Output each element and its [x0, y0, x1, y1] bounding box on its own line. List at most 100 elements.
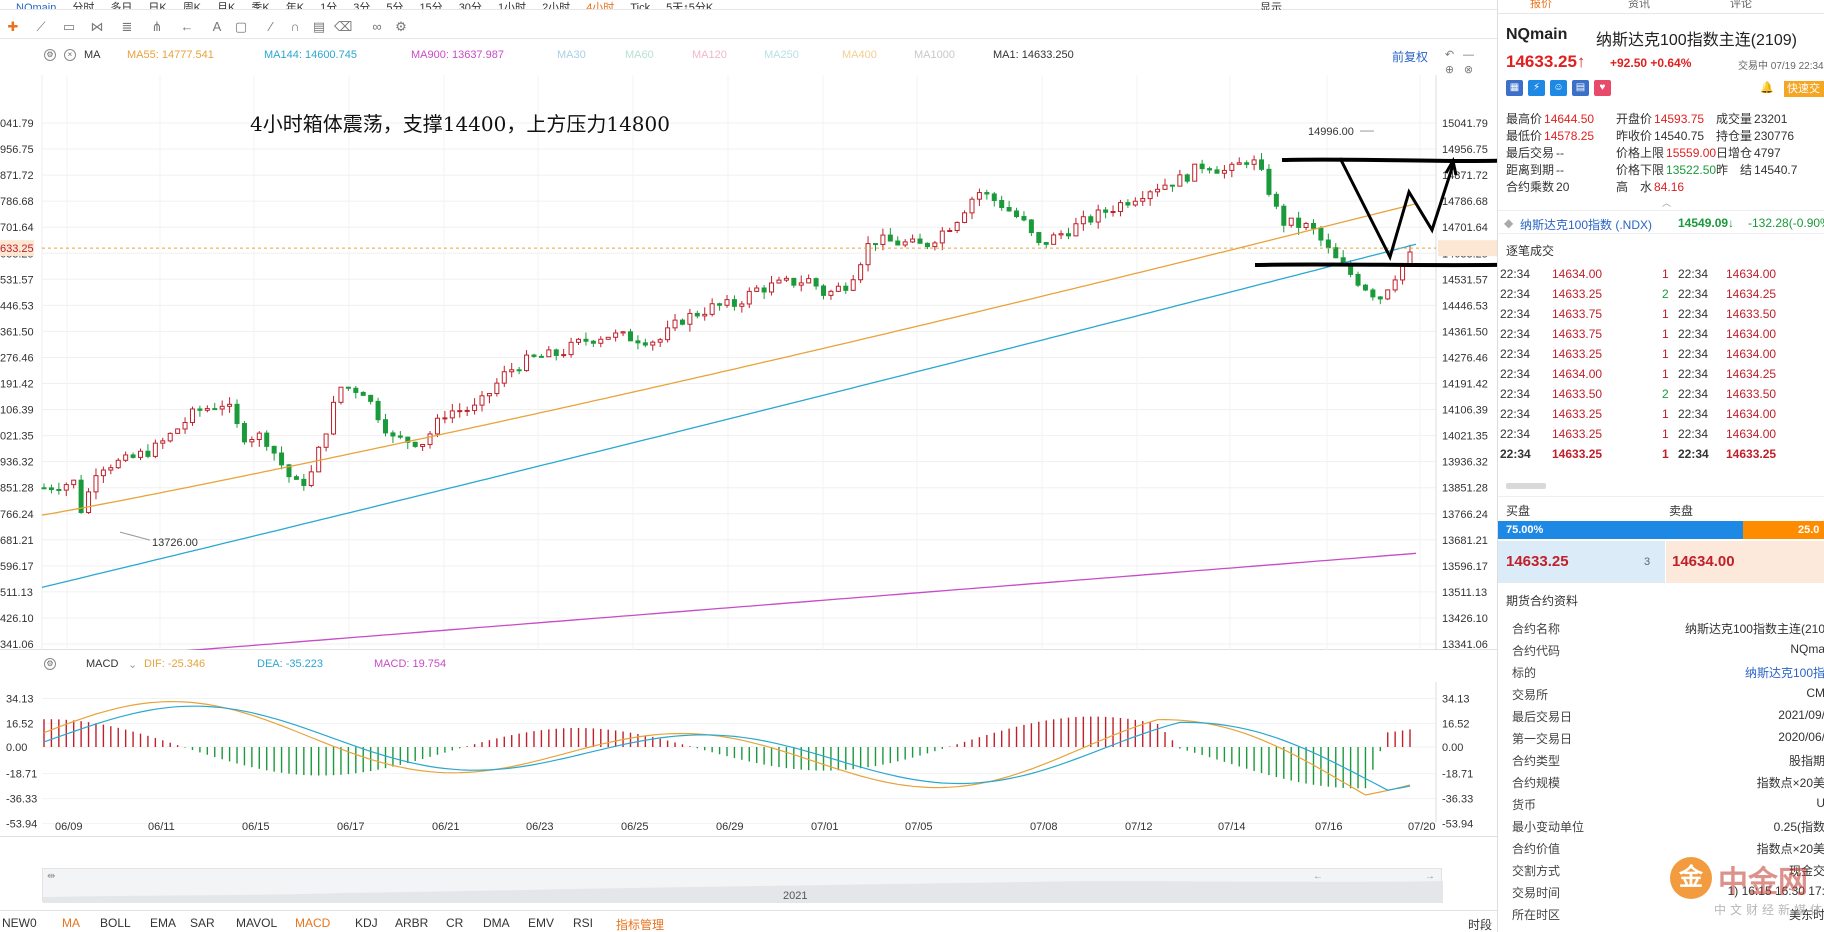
add-circle-icon[interactable]: ⊕ — [1444, 64, 1455, 76]
indicator-tab[interactable]: RSI — [573, 916, 594, 930]
indicator-tab[interactable]: ARBR — [395, 916, 429, 930]
indicator-tab[interactable]: NEW0 — [2, 916, 37, 930]
candle-body — [1140, 198, 1146, 202]
symbol-label[interactable]: NQmain — [16, 2, 57, 10]
contract-row: 合约类型 股指期 — [1498, 750, 1824, 770]
indicator-tab[interactable]: CR — [446, 916, 464, 930]
bid-qty: 3 — [1644, 556, 1651, 568]
tab-quote[interactable]: 报价 — [1530, 0, 1552, 10]
candle-body — [821, 285, 827, 296]
time-navigator[interactable]: ⇹ → ← 2021 — [42, 868, 1443, 903]
tab-news[interactable]: 资讯 — [1628, 0, 1650, 10]
undo-icon[interactable]: ↶ — [1444, 49, 1455, 61]
fib-tool-icon[interactable]: ⋈ — [90, 19, 104, 34]
settings-icon[interactable]: ⚙ — [44, 49, 56, 61]
brush-icon[interactable]: ∕ — [269, 19, 273, 34]
chevron-up-icon[interactable]: ︿ — [1662, 198, 1672, 208]
indicator-tab[interactable]: DMA — [483, 916, 510, 930]
indicator-tab[interactable]: MAVOL — [236, 916, 278, 930]
period-item[interactable]: 30分 — [458, 2, 482, 10]
period-item[interactable]: 4小时 — [586, 2, 615, 10]
comment-icon[interactable]: ▢ — [234, 19, 248, 34]
candle-body — [56, 489, 62, 492]
close-icon[interactable]: ⊗ — [1463, 64, 1474, 76]
display-menu[interactable]: 显示 — [1260, 2, 1282, 11]
candle-body — [86, 491, 92, 514]
candle-body — [1296, 217, 1302, 228]
period-item[interactable]: 1分 — [320, 2, 338, 10]
tab-comments[interactable]: 评论 — [1730, 0, 1752, 10]
macd-chart[interactable]: 34.13 34.13 16.52 16.52 0.00 0.00 -18.71 -18.71… — [0, 652, 1497, 837]
indicator-tab[interactable]: 指标管理 — [616, 918, 665, 932]
channel-tool-icon[interactable]: ≣ — [121, 19, 133, 34]
bid-box[interactable]: 14633.25 3 — [1498, 541, 1665, 583]
indicator-tab[interactable]: KDJ — [355, 916, 378, 930]
period-item[interactable]: 季K — [251, 2, 270, 10]
crosshair-icon[interactable]: ✚ — [7, 19, 19, 34]
period-item[interactable]: 1小时 — [497, 2, 527, 10]
indicator-tab[interactable]: MA — [62, 916, 80, 930]
ask-box[interactable]: 14634.00 — [1666, 541, 1824, 583]
eraser-icon[interactable]: ⌫ — [334, 19, 353, 34]
indicator-tab[interactable]: EMV — [528, 916, 555, 930]
period-item[interactable]: 年K — [285, 2, 305, 10]
contract-value[interactable]: 纳斯达克100指 — [1744, 666, 1824, 680]
candlestick-chart[interactable]: 041.79 15041.79 956.75 14956.75 871.72 14871.… — [0, 45, 1497, 650]
main-price-chart[interactable]: 041.79 15041.79 956.75 14956.75 871.72 14871.… — [0, 45, 1497, 650]
pitchfork-icon[interactable]: ⋔ — [151, 19, 163, 34]
indicator-tab[interactable]: SAR — [190, 916, 215, 930]
nav-handle-right-icon[interactable]: → — [1425, 871, 1435, 882]
tick-cell: 14633.25 — [1552, 347, 1603, 361]
bell-icon[interactable]: 🔔 — [1760, 82, 1774, 94]
nav-handle-left-icon[interactable]: ⇹ — [47, 871, 56, 882]
grid-icon[interactable]: ▦ — [1506, 80, 1523, 96]
document-icon[interactable]: ▤ — [1572, 80, 1589, 96]
period-item[interactable]: 周K — [182, 2, 202, 10]
index-line[interactable]: ◆ 纳斯达克100指数 (.NDX) 14549.09↓ -132.28(-0.… — [1498, 210, 1824, 234]
period-item[interactable]: 5天↑5分K — [666, 2, 714, 10]
period-item[interactable]: 月K — [217, 2, 236, 10]
period-item[interactable]: Tick — [630, 2, 651, 10]
period-item[interactable]: 2小时 — [542, 2, 571, 10]
macd-plot[interactable]: 34.13 34.13 16.52 16.52 0.00 0.00 -18.71 -18.71… — [0, 652, 1497, 837]
period-item[interactable]: 多日 — [110, 2, 133, 10]
flash-icon[interactable]: ⚡ — [1528, 80, 1545, 96]
stat-key: 高 水 — [1616, 180, 1653, 194]
nav-scroll-left-icon[interactable]: ← — [1313, 871, 1323, 882]
stat-value: 14540.7 — [1754, 163, 1798, 177]
x-date-label: 07/08 — [1030, 821, 1058, 833]
text-tool-icon[interactable]: A — [212, 19, 222, 34]
period-item[interactable]: 分时 — [72, 2, 95, 10]
arrow-tool-icon[interactable]: ← — [180, 19, 194, 34]
indicator-tab[interactable]: BOLL — [100, 916, 131, 930]
close-circle-icon[interactable]: × — [64, 49, 76, 61]
user-icon[interactable]: ☺ — [1550, 80, 1567, 96]
period-item[interactable]: 3分 — [353, 2, 371, 10]
candle-body — [486, 393, 492, 397]
stat-item: 成交量 23201 — [1716, 110, 1787, 127]
tick-scrollbar[interactable] — [1506, 483, 1546, 489]
minimize-icon[interactable]: — — [1463, 49, 1474, 61]
fast-trade-button[interactable]: 快速交 — [1784, 81, 1824, 97]
macd-settings-icon[interactable]: ⚙ — [44, 658, 56, 670]
candle-body — [902, 241, 908, 246]
y-tick-label-right: 14871.72 — [1442, 170, 1488, 182]
eye-icon[interactable]: ∞ — [372, 19, 382, 34]
index-name[interactable]: 纳斯达克100指数 (.NDX) — [1520, 218, 1653, 232]
stat-value: 4797 — [1754, 146, 1781, 160]
ruler-icon[interactable]: ▤ — [312, 19, 326, 34]
rect-tool-icon[interactable]: ▭ — [62, 19, 76, 34]
period-item[interactable]: 日K — [148, 2, 167, 10]
magnet-icon[interactable]: ∩ — [290, 19, 300, 34]
candle-body — [48, 487, 54, 491]
indicator-tab[interactable]: MACD — [295, 916, 331, 930]
macd-dropdown-icon[interactable]: ⌄ — [128, 659, 138, 671]
line-tool-icon[interactable]: ⟋ — [36, 19, 46, 34]
session-button[interactable]: 时段 — [1468, 918, 1493, 932]
gear-icon[interactable]: ⚙ — [395, 19, 407, 34]
heart-icon[interactable]: ♥ — [1594, 80, 1611, 96]
adjust-button[interactable]: 前复权 — [1392, 50, 1429, 64]
period-item[interactable]: 15分 — [419, 2, 443, 10]
period-item[interactable]: 5分 — [386, 2, 404, 10]
indicator-tab[interactable]: EMA — [150, 916, 177, 930]
